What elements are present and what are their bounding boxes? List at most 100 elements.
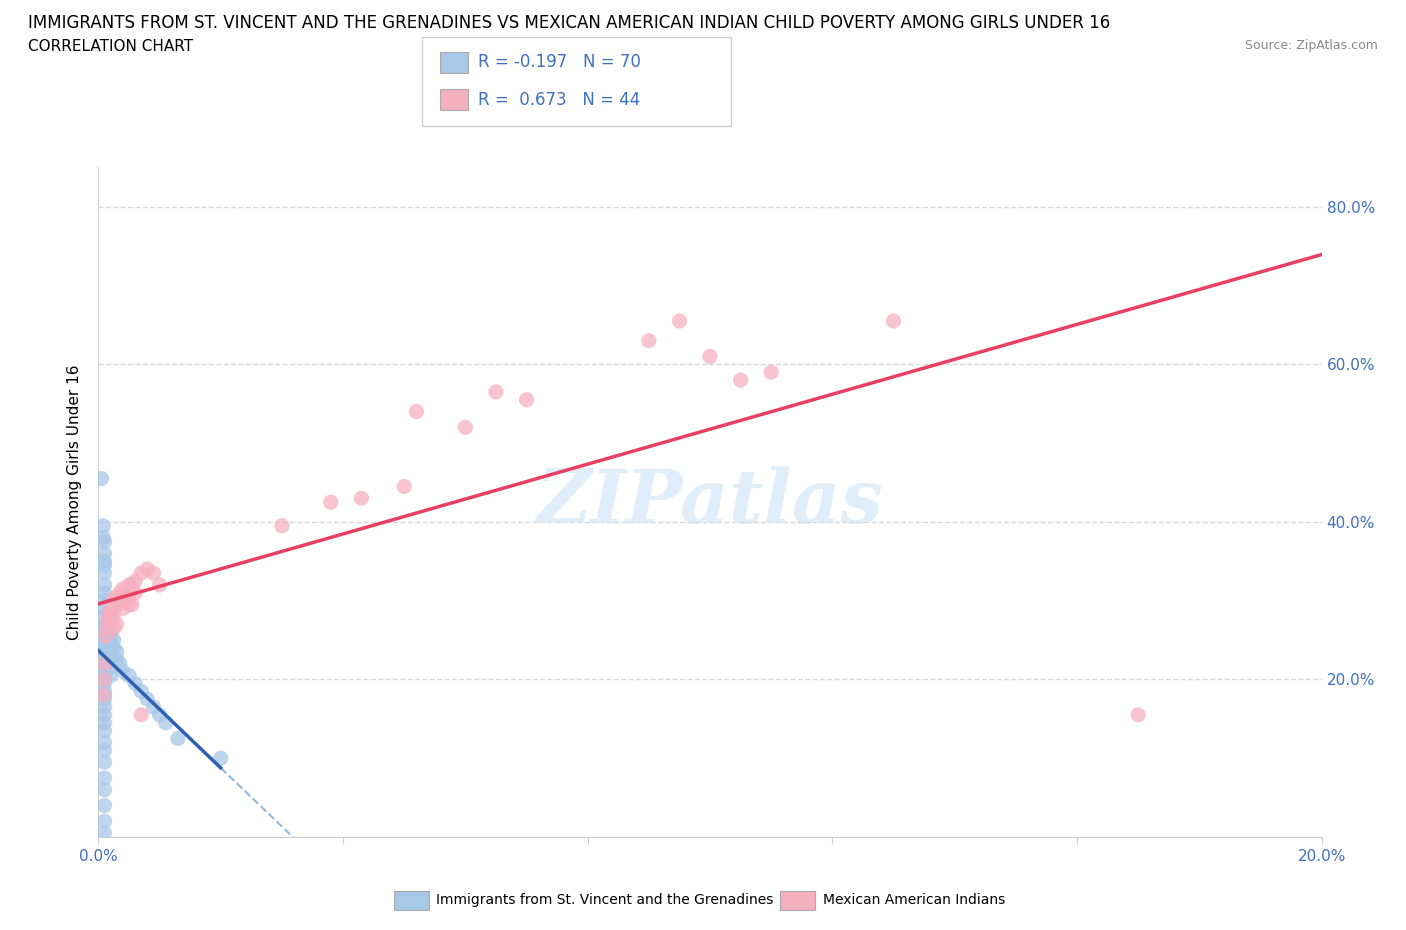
Point (759, 365, 782, 379)
Point (93, 724, 115, 738)
Point (105, 597, 128, 612)
Point (129, 708, 152, 723)
Point (93, 660, 115, 675)
Point (485, 384, 508, 399)
Point (516, 392, 538, 407)
Point (350, 491, 373, 506)
Point (93, 735, 115, 750)
Point (111, 581, 134, 596)
Point (93, 743, 115, 758)
Point (97, 652, 120, 667)
Point (97, 636, 120, 651)
Point (100, 601, 122, 616)
Point (93, 699, 115, 714)
Point (124, 585, 146, 600)
Point (93, 578, 115, 592)
Point (93, 668, 115, 683)
Point (108, 585, 131, 600)
Point (93, 609, 115, 624)
Point (93, 692, 115, 707)
Point (136, 692, 159, 707)
Point (103, 632, 125, 647)
Text: R = -0.197   N = 70: R = -0.197 N = 70 (478, 53, 641, 72)
Point (97, 613, 120, 628)
Point (93, 625, 115, 640)
Point (121, 597, 143, 612)
Point (668, 313, 690, 328)
Y-axis label: Child Poverty Among Girls Under 16: Child Poverty Among Girls Under 16 (67, 365, 83, 640)
Point (100, 648, 122, 663)
Text: Mexican American Indians: Mexican American Indians (823, 893, 1005, 908)
Point (105, 644, 128, 659)
Point (90, 472, 112, 486)
Point (93, 558, 115, 573)
Point (118, 668, 141, 683)
Point (93, 798, 115, 813)
Point (270, 518, 292, 533)
Point (392, 479, 416, 494)
Point (93, 629, 115, 644)
Point (699, 349, 721, 364)
Point (100, 609, 122, 624)
Point (124, 676, 146, 691)
Point (637, 333, 661, 348)
Point (100, 632, 122, 647)
Point (111, 664, 134, 679)
Point (93, 621, 115, 636)
Point (103, 641, 125, 656)
Point (93, 657, 115, 671)
Point (105, 617, 128, 631)
Point (93, 755, 115, 770)
Point (129, 565, 152, 580)
Point (93, 641, 115, 656)
Text: Source: ZipAtlas.com: Source: ZipAtlas.com (1244, 39, 1378, 52)
Point (100, 641, 122, 656)
Text: CORRELATION CHART: CORRELATION CHART (28, 39, 193, 54)
Point (121, 578, 143, 592)
Point (118, 597, 141, 612)
Point (454, 420, 477, 435)
Point (97, 644, 120, 659)
Text: R =  0.673   N = 44: R = 0.673 N = 44 (478, 90, 640, 109)
Point (103, 601, 125, 616)
Point (136, 562, 159, 577)
Point (93, 648, 115, 663)
Point (405, 405, 427, 419)
Point (94, 629, 117, 644)
Point (100, 668, 122, 683)
Point (93, 565, 115, 580)
Point (105, 652, 128, 667)
Text: ZIPatlas: ZIPatlas (537, 466, 883, 538)
Point (93, 657, 115, 671)
Point (93, 617, 115, 631)
Point (167, 731, 190, 746)
Text: IMMIGRANTS FROM ST. VINCENT AND THE GRENADINES VS MEXICAN AMERICAN INDIAN CHILD : IMMIGRANTS FROM ST. VINCENT AND THE GREN… (28, 14, 1111, 32)
Point (93, 664, 115, 679)
Point (100, 636, 122, 651)
Point (149, 708, 172, 723)
Point (142, 699, 165, 714)
Point (105, 590, 128, 604)
Point (93, 688, 115, 703)
Point (111, 601, 134, 616)
Point (93, 672, 115, 687)
Point (124, 574, 146, 589)
Point (1128, 708, 1150, 723)
Point (93, 715, 115, 730)
Point (103, 609, 125, 624)
Point (100, 660, 122, 675)
Point (142, 565, 165, 580)
Text: Immigrants from St. Vincent and the Grenadines: Immigrants from St. Vincent and the Gren… (436, 893, 773, 908)
Point (209, 751, 232, 765)
Point (93, 554, 115, 569)
Point (155, 715, 177, 730)
Point (93, 814, 115, 829)
Point (100, 625, 122, 640)
Point (93, 585, 115, 600)
Point (93, 684, 115, 698)
Point (319, 495, 342, 510)
Point (93, 708, 115, 723)
Point (93, 601, 115, 616)
Point (93, 546, 115, 561)
Point (93, 770, 115, 785)
